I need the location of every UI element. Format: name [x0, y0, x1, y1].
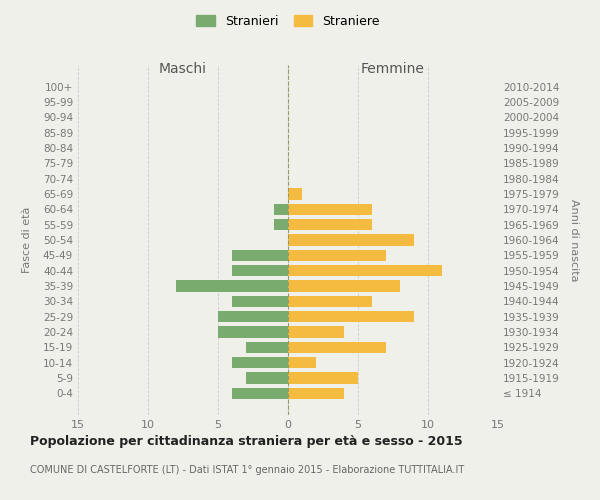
Bar	[218, 326, 288, 338]
Bar	[288, 388, 344, 399]
Bar	[274, 204, 288, 215]
Bar	[288, 326, 344, 338]
Bar	[232, 250, 288, 261]
Bar	[232, 296, 288, 307]
Y-axis label: Anni di nascita: Anni di nascita	[569, 198, 579, 281]
Bar	[246, 372, 288, 384]
Bar	[288, 357, 316, 368]
Bar	[288, 342, 386, 353]
Text: Popolazione per cittadinanza straniera per età e sesso - 2015: Popolazione per cittadinanza straniera p…	[30, 435, 463, 448]
Bar	[288, 280, 400, 292]
Bar	[288, 311, 414, 322]
Y-axis label: Fasce di età: Fasce di età	[22, 207, 32, 273]
Bar	[288, 204, 372, 215]
Bar	[288, 296, 372, 307]
Bar	[288, 250, 386, 261]
Bar	[232, 265, 288, 276]
Legend: Stranieri, Straniere: Stranieri, Straniere	[193, 11, 383, 32]
Text: Femmine: Femmine	[361, 62, 425, 76]
Text: COMUNE DI CASTELFORTE (LT) - Dati ISTAT 1° gennaio 2015 - Elaborazione TUTTITALI: COMUNE DI CASTELFORTE (LT) - Dati ISTAT …	[30, 465, 464, 475]
Bar	[218, 311, 288, 322]
Bar	[232, 357, 288, 368]
Text: Maschi: Maschi	[159, 62, 207, 76]
Bar	[246, 342, 288, 353]
Bar	[288, 372, 358, 384]
Bar	[176, 280, 288, 292]
Bar	[288, 234, 414, 246]
Bar	[274, 219, 288, 230]
Bar	[232, 388, 288, 399]
Bar	[288, 265, 442, 276]
Bar	[288, 219, 372, 230]
Bar	[288, 188, 302, 200]
